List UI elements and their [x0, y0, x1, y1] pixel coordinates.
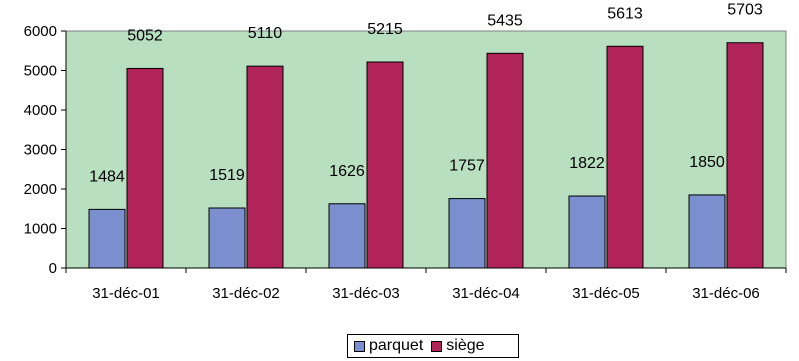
- data-label-siège-2: 5215: [367, 21, 403, 38]
- bar-parquet-4: [568, 195, 606, 269]
- x-tick-label-4: 31-déc-05: [572, 285, 640, 302]
- x-tick-label-5: 31-déc-06: [692, 285, 760, 302]
- legend: parquet siège: [347, 334, 519, 358]
- bar-parquet-0: [88, 208, 126, 269]
- bar-parquet-1: [208, 207, 246, 269]
- data-label-parquet-2: 1626: [329, 163, 365, 180]
- y-tick-label-2: 2000: [24, 181, 57, 198]
- bar-parquet-2: [328, 203, 366, 269]
- plot-area: [65, 30, 787, 269]
- legend-label-parquet: parquet: [369, 337, 424, 354]
- data-label-parquet-1: 1519: [209, 167, 245, 184]
- legend-label-siege: siège: [446, 337, 485, 354]
- y-tick-label-6: 6000: [24, 23, 57, 40]
- legend-item-siege: siège: [431, 337, 485, 355]
- data-label-siège-4: 5613: [607, 5, 643, 22]
- legend-swatch-parquet: [354, 340, 365, 352]
- x-tick-label-3: 31-déc-04: [452, 285, 520, 302]
- data-label-parquet-3: 1757: [449, 158, 485, 175]
- data-label-parquet-4: 1822: [569, 155, 605, 172]
- data-label-siège-1: 5110: [248, 25, 283, 42]
- y-tick-label-3: 3000: [24, 142, 57, 159]
- legend-swatch-siege: [431, 340, 443, 352]
- y-tick-label-1: 1000: [24, 221, 57, 238]
- x-tick-label-1: 31-déc-02: [212, 285, 280, 302]
- legend-item-parquet: parquet: [354, 337, 423, 355]
- data-label-siège-5: 5703: [727, 2, 763, 19]
- bar-siège-2: [366, 61, 404, 269]
- data-label-siège-3: 5435: [487, 12, 523, 29]
- x-tick-label-0: 31-déc-01: [92, 285, 160, 302]
- bar-siège-5: [726, 42, 764, 269]
- bar-siège-0: [126, 67, 164, 269]
- bar-parquet-3: [448, 198, 486, 269]
- y-tick-label-4: 4000: [24, 102, 57, 119]
- x-tick-label-2: 31-déc-03: [332, 285, 400, 302]
- y-tick-label-5: 5000: [24, 63, 57, 80]
- bar-parquet-5: [688, 194, 726, 269]
- bar-siège-1: [246, 65, 284, 269]
- data-label-siège-0: 5052: [127, 27, 163, 44]
- bar-siège-3: [486, 52, 524, 269]
- bar-siège-4: [606, 45, 644, 269]
- y-tick-label-0: 0: [49, 260, 57, 277]
- data-label-parquet-5: 1850: [689, 154, 725, 171]
- data-label-parquet-0: 1484: [89, 168, 125, 185]
